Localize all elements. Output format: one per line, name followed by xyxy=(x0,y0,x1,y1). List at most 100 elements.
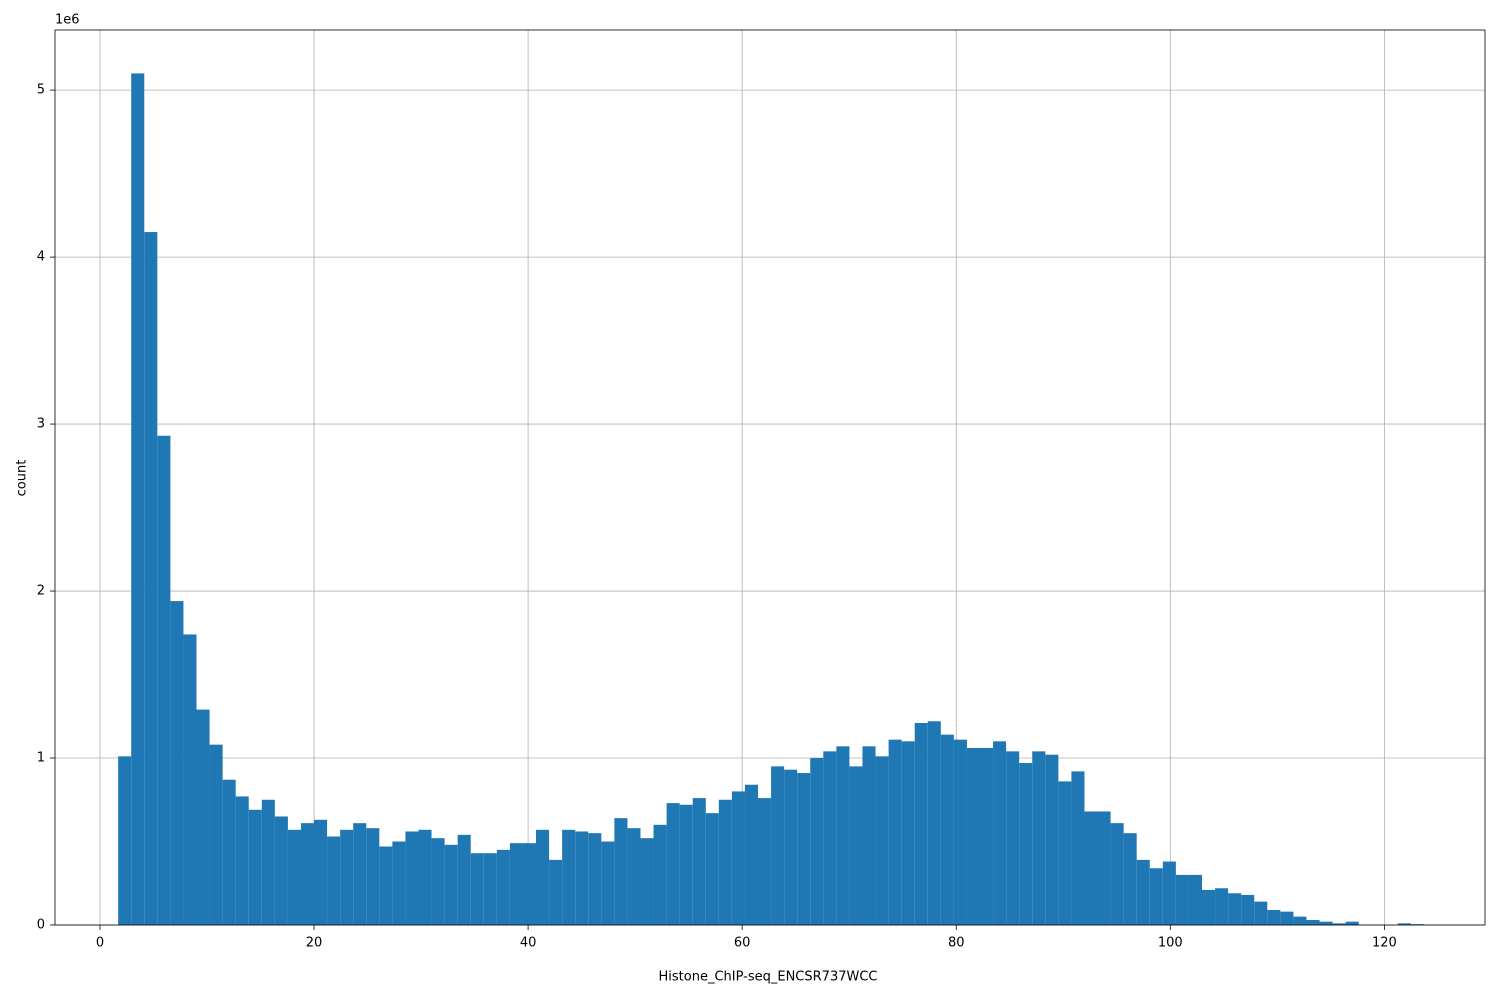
bar xyxy=(1045,754,1059,925)
bar xyxy=(1136,859,1150,925)
bar xyxy=(653,824,667,925)
bar xyxy=(118,756,132,925)
bar xyxy=(496,849,510,925)
bar xyxy=(274,816,288,925)
bar xyxy=(340,829,354,925)
bar xyxy=(966,748,981,925)
bar xyxy=(1254,901,1268,925)
bar xyxy=(1110,823,1124,925)
bar xyxy=(170,601,184,925)
y-tick-label: 4 xyxy=(37,250,45,265)
bar xyxy=(1084,811,1098,925)
x-tick-label: 0 xyxy=(96,936,104,951)
bar xyxy=(575,831,589,925)
bar xyxy=(522,843,537,925)
bar xyxy=(862,746,876,925)
bar xyxy=(1071,771,1085,925)
bar xyxy=(758,798,772,925)
bar xyxy=(131,73,145,925)
bar xyxy=(705,813,719,925)
bar xyxy=(953,739,967,925)
bar xyxy=(836,746,850,925)
bar xyxy=(1410,924,1424,925)
bar xyxy=(1058,781,1072,925)
bar xyxy=(993,741,1007,925)
bar xyxy=(784,769,798,925)
bar xyxy=(392,841,406,925)
bar xyxy=(248,809,262,925)
bar xyxy=(418,829,432,925)
bar xyxy=(1228,893,1242,925)
bar xyxy=(1175,874,1189,925)
bar xyxy=(640,838,654,925)
bar xyxy=(549,859,563,925)
bar xyxy=(1293,916,1307,925)
bar xyxy=(914,722,928,925)
bar xyxy=(627,828,641,925)
bar xyxy=(797,773,811,925)
bar xyxy=(980,748,994,925)
bar xyxy=(718,799,732,925)
bar xyxy=(1162,861,1176,925)
bar xyxy=(1215,888,1229,925)
bar xyxy=(483,853,497,925)
bar xyxy=(327,836,341,925)
bar xyxy=(1201,889,1216,925)
bar xyxy=(1019,763,1033,925)
bar xyxy=(1345,921,1359,925)
y-tick-label: 1 xyxy=(37,751,45,766)
bar xyxy=(235,796,249,925)
bar xyxy=(875,756,889,925)
bar xyxy=(470,853,484,925)
bar xyxy=(183,634,197,925)
bar xyxy=(1332,923,1346,925)
bar xyxy=(222,779,236,925)
bar xyxy=(1123,833,1137,925)
bar xyxy=(679,804,693,925)
bar xyxy=(888,739,902,925)
bar xyxy=(366,828,380,925)
bar xyxy=(849,766,863,925)
bar xyxy=(144,232,158,925)
bar xyxy=(196,709,210,925)
bar xyxy=(940,734,954,925)
bar xyxy=(744,784,759,925)
x-tick-label: 120 xyxy=(1372,936,1397,951)
bar xyxy=(823,751,837,925)
bar xyxy=(431,838,445,925)
y-tick-label: 5 xyxy=(37,83,45,98)
y-tick-label: 2 xyxy=(37,584,45,599)
y-tick-label: 3 xyxy=(37,417,45,432)
bar xyxy=(536,829,550,925)
bar xyxy=(901,741,915,925)
bar xyxy=(614,818,628,925)
bar xyxy=(927,721,941,925)
bar xyxy=(379,846,393,925)
bar xyxy=(1188,874,1202,925)
bar xyxy=(562,829,576,925)
bar xyxy=(1306,919,1320,925)
bar xyxy=(666,803,680,925)
bar xyxy=(287,829,301,925)
bar xyxy=(601,841,615,925)
bar xyxy=(314,819,328,925)
x-tick-label: 40 xyxy=(520,936,537,951)
bar xyxy=(1319,921,1333,925)
y-tick-label: 0 xyxy=(37,918,45,933)
bar xyxy=(509,843,523,925)
bar xyxy=(1006,751,1020,925)
bar xyxy=(1267,909,1281,925)
bar xyxy=(444,844,458,925)
x-tick-label: 100 xyxy=(1158,936,1183,951)
bar xyxy=(353,823,367,925)
bar xyxy=(1149,868,1163,925)
bar xyxy=(810,758,824,925)
x-axis-label: Histone_ChIP-seq_ENCSR737WCC xyxy=(659,970,878,985)
bar xyxy=(405,831,419,925)
y-axis-label: count xyxy=(15,460,30,497)
x-tick-label: 20 xyxy=(306,936,323,951)
bar xyxy=(261,799,275,925)
bar xyxy=(1241,894,1255,925)
bar xyxy=(209,744,223,925)
